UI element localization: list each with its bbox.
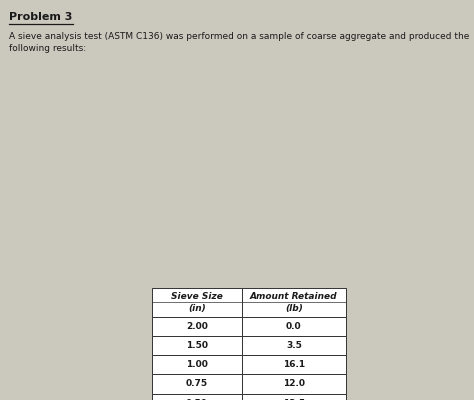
Text: 0.75: 0.75 [186, 380, 208, 388]
Bar [152, 288, 242, 317]
Text: 12.0: 12.0 [283, 380, 305, 388]
Text: 1.00: 1.00 [186, 360, 208, 369]
Text: A sieve analysis test (ASTM C136) was performed on a sample of coarse aggregate : A sieve analysis test (ASTM C136) was pe… [9, 32, 469, 53]
Bar [152, 317, 242, 336]
Bar [242, 288, 346, 317]
Text: Sieve Size: Sieve Size [171, 292, 223, 300]
Bar [152, 394, 242, 400]
Text: 16.1: 16.1 [283, 360, 305, 369]
Text: 1.50: 1.50 [186, 341, 208, 350]
Text: (lb): (lb) [285, 304, 303, 313]
Text: 2.00: 2.00 [186, 322, 208, 331]
Bar [242, 317, 346, 336]
Text: 0.50: 0.50 [186, 399, 208, 400]
Bar [242, 355, 346, 374]
Bar [242, 374, 346, 394]
Text: (in): (in) [188, 304, 206, 313]
Text: 0.0: 0.0 [286, 322, 301, 331]
Bar [152, 374, 242, 394]
Text: 3.5: 3.5 [286, 341, 302, 350]
Bar [242, 394, 346, 400]
Text: 13.5: 13.5 [283, 399, 305, 400]
Bar [242, 336, 346, 355]
Bar [152, 355, 242, 374]
Text: Problem 3: Problem 3 [9, 12, 72, 22]
Text: Amount Retained: Amount Retained [250, 292, 337, 300]
Bar [152, 336, 242, 355]
